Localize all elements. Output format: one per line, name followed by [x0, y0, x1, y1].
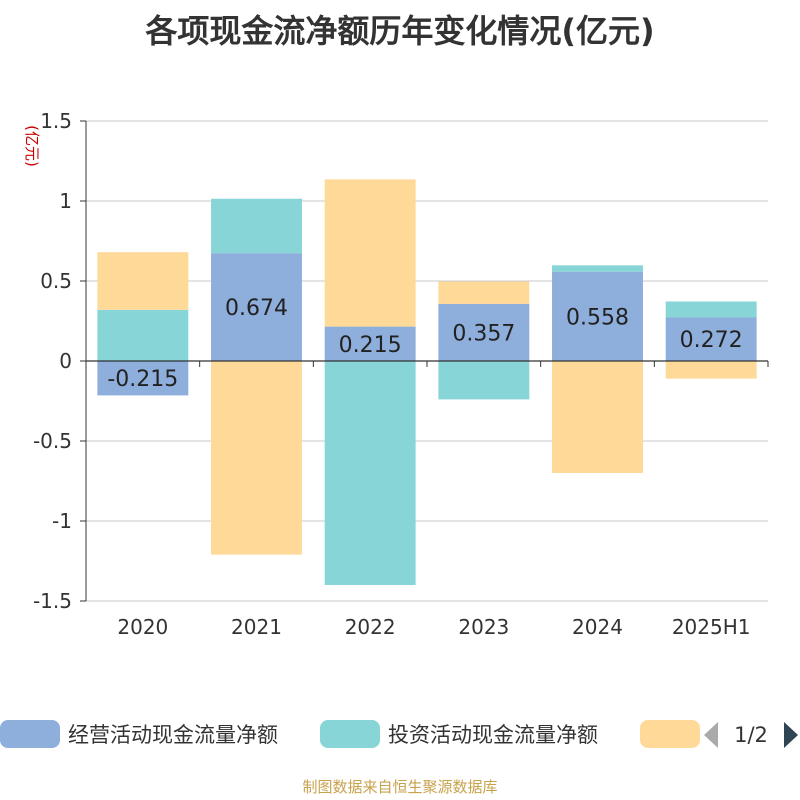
- bar-2-2021: [211, 198, 302, 254]
- pager-next-icon: [784, 722, 798, 748]
- bar-3-2023: [438, 281, 530, 304]
- data-labels: -0.215 0.674 0.215 0.357 0.558 0.272: [107, 296, 742, 392]
- x-tick-label: 2025H1: [672, 615, 751, 639]
- data-label: 0.558: [566, 305, 629, 330]
- bars: [97, 179, 757, 585]
- y-tick-label: 0: [59, 349, 72, 373]
- bar-1-2020: [97, 361, 189, 396]
- x-tick-label: 2023: [458, 615, 509, 639]
- data-label: 0.674: [225, 296, 288, 321]
- legend: 经营活动现金流量净额 投资活动现金流量净额 1/2: [0, 720, 798, 748]
- bar-2-2024: [552, 265, 643, 272]
- data-label: 0.215: [339, 333, 402, 358]
- bar-2-2022: [324, 361, 416, 585]
- legend-swatch: [0, 720, 60, 748]
- y-tick-label: -1.5: [33, 589, 72, 613]
- x-tick-label: 2020: [117, 615, 168, 639]
- x-tick-label: 2022: [345, 615, 396, 639]
- y-tick-label: -0.5: [33, 429, 72, 453]
- y-axis-title: (亿元): [23, 125, 41, 167]
- legend-label: 投资活动现金流量净额: [388, 723, 598, 747]
- bar-3-2021: [211, 361, 302, 555]
- chart-title: 各项现金流净额历年变化情况(亿元): [145, 12, 655, 50]
- bar-1-2023: [438, 303, 530, 361]
- data-source: 制图数据来自恒生聚源数据库: [302, 778, 498, 796]
- bar-1-2024: [552, 271, 643, 361]
- legend-swatch: [640, 720, 700, 748]
- y-tick-label: 1: [59, 189, 72, 213]
- bar-3-2020: [97, 252, 189, 310]
- bar-2-2023: [438, 361, 530, 400]
- bar-3-2022: [324, 179, 416, 327]
- bar-1-2025H1: [665, 317, 757, 361]
- data-label: 0.357: [452, 321, 515, 346]
- bar-1-2022: [324, 326, 416, 361]
- legend-label: 经营活动现金流量净额: [68, 723, 278, 747]
- legend-swatch: [320, 720, 380, 748]
- pager-prev-icon: [704, 722, 718, 748]
- bar-3-2025H1: [665, 361, 757, 379]
- data-label: 0.272: [680, 328, 743, 353]
- y-tick-label: 1.5: [40, 109, 72, 133]
- axes: -1.5 -1 -0.5 0 0.5 1 1.5(亿元) 2020 2021 2022 2023 20…: [23, 109, 769, 639]
- bar-2-2020: [97, 309, 189, 361]
- bar-3-2024: [552, 361, 643, 473]
- bar-1-2021: [211, 253, 302, 361]
- bar-2-2025H1: [665, 301, 757, 318]
- y-tick-label: 0.5: [40, 269, 72, 293]
- data-label: -0.215: [107, 367, 178, 392]
- x-tick-label: 2024: [572, 615, 623, 639]
- x-tick-label: 2021: [231, 615, 282, 639]
- pager-label: 1/2: [734, 723, 768, 747]
- y-tick-label: -1: [52, 509, 72, 533]
